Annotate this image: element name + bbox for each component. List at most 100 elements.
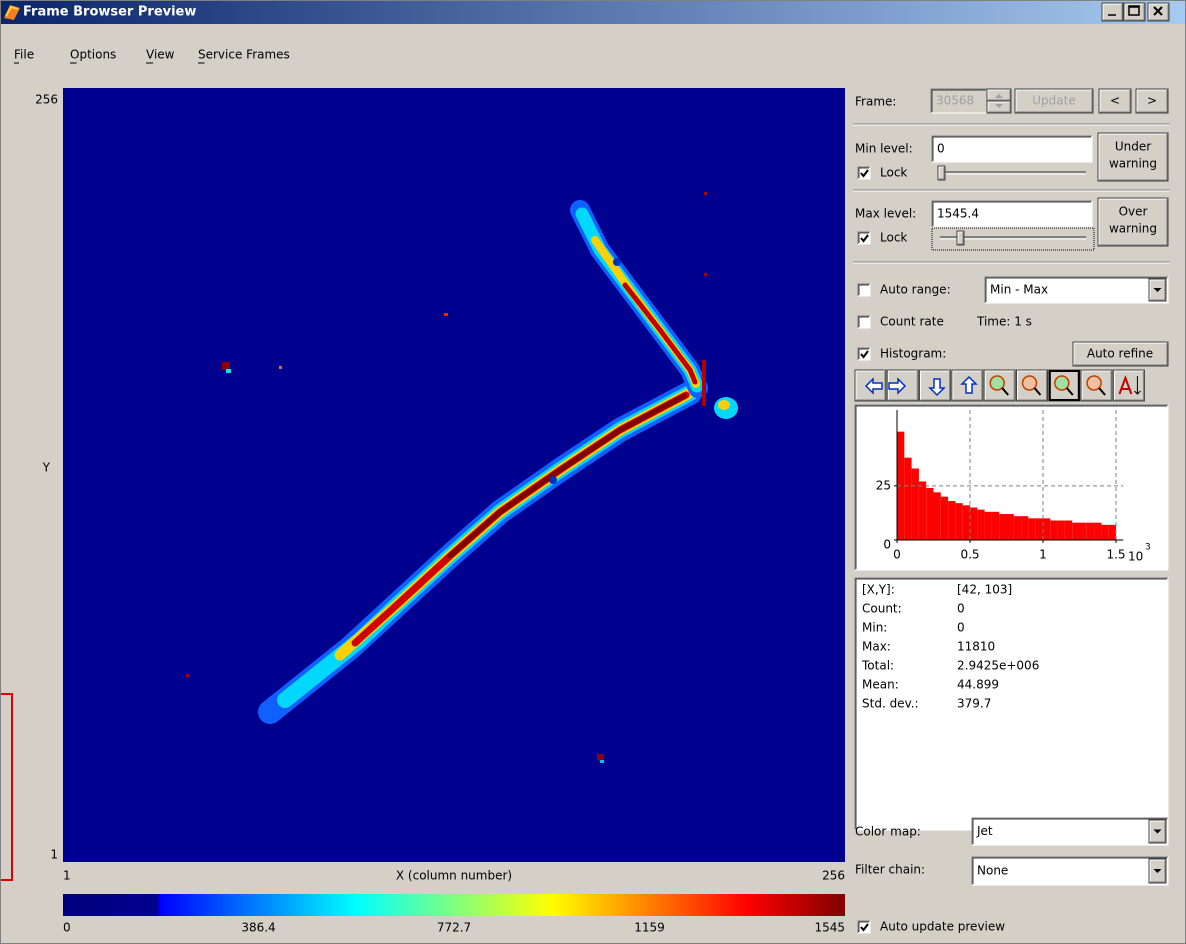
histogram-bar <box>912 469 919 541</box>
warning-label[interactable]: warning <box>1109 222 1157 236</box>
x-exponent-base: 10 <box>1128 550 1143 564</box>
menu-item[interactable]: Options <box>70 48 116 62</box>
colorbar-tick-label: 772.7 <box>437 921 471 935</box>
histogram-bar <box>1043 518 1050 540</box>
histogram-label[interactable]: Histogram: <box>880 347 946 361</box>
next-label[interactable]: > <box>1147 94 1157 108</box>
y-axis-min: 1 <box>50 848 58 862</box>
update-label[interactable]: Update <box>1032 94 1075 108</box>
menu-item[interactable]: View <box>146 48 175 62</box>
menu-item[interactable]: File <box>14 48 34 62</box>
x-exponent-power: 3 <box>1145 543 1151 553</box>
x-tick-label: 0.5 <box>960 548 979 562</box>
histogram-bar <box>1087 523 1094 540</box>
frame-label: Frame: <box>855 95 896 109</box>
body: Frame Browser Preview File Options View Ser… <box>0 0 1186 944</box>
min_level-value: 0 <box>937 142 945 156</box>
histogram-bar <box>1072 523 1079 540</box>
max_level-lock-checkbox[interactable] <box>858 232 870 244</box>
histogram-bar <box>977 510 984 540</box>
histogram-bar <box>992 512 999 540</box>
filter-chain-combo-value: None <box>977 864 1008 878</box>
histogram-bar <box>1028 518 1035 540</box>
colorbar-tick-label: 1159 <box>634 921 665 935</box>
warning-label[interactable]: Under <box>1115 140 1151 154</box>
y-axis-max: 256 <box>35 93 58 107</box>
histogram-bar <box>934 492 941 540</box>
level-label: Min level: <box>855 142 913 156</box>
histogram-bar <box>1050 521 1057 541</box>
minimize-button[interactable] <box>1102 3 1123 21</box>
count-time: Time: 1 s <box>976 315 1032 329</box>
warning-label[interactable]: Over <box>1119 205 1148 219</box>
lock-label[interactable]: Lock <box>880 231 907 245</box>
histogram-bar <box>948 501 955 540</box>
toolbar-icon <box>1023 376 1037 390</box>
count-rate-checkbox[interactable] <box>858 316 870 328</box>
window: Frame Browser Preview File Options View Ser… <box>0 0 1186 944</box>
stat-label: [X,Y]: <box>862 583 895 597</box>
x-tick-label: 0 <box>893 548 901 562</box>
max_level-value: 1545.4 <box>937 207 979 221</box>
histogram-bar <box>970 508 977 541</box>
toolbar-icon <box>1087 376 1101 390</box>
warning-label[interactable]: warning <box>1109 157 1157 171</box>
histogram-bar <box>999 514 1006 540</box>
stat-value: 2.9425e+006 <box>957 659 1039 673</box>
color-map-label: Color map: <box>855 825 921 839</box>
histogram-bar <box>1036 518 1043 540</box>
colorbar <box>63 894 845 916</box>
y-tick-label: 0 <box>883 538 891 552</box>
auto-update-label[interactable]: Auto update preview <box>880 920 1005 934</box>
histogram-bar <box>1021 516 1028 540</box>
stat-value: 0 <box>957 621 965 635</box>
level-label: Max level: <box>855 207 916 221</box>
stat-value: 44.899 <box>957 678 999 692</box>
histogram-bar <box>1065 521 1072 541</box>
histogram-bar <box>919 482 926 541</box>
min_level-input[interactable] <box>932 136 1092 162</box>
histogram-bar <box>1094 523 1101 540</box>
stat-value: 0 <box>957 602 965 616</box>
histogram-bar <box>1101 525 1108 540</box>
histogram-checkbox[interactable] <box>858 348 870 360</box>
y-axis-label: Y <box>42 461 51 475</box>
min_level-lock-checkbox[interactable] <box>858 167 870 179</box>
stat-label: Min: <box>862 621 887 635</box>
frame-value: 30568 <box>936 94 974 108</box>
colorbar-tick-label: 1545 <box>814 921 845 935</box>
histogram-bar <box>941 497 948 540</box>
window-title: Frame Browser Preview <box>23 5 196 20</box>
auto-update-checkbox[interactable] <box>858 921 870 933</box>
auto-refine-label[interactable]: Auto refine <box>1087 347 1153 361</box>
stat-label: Count: <box>862 602 902 616</box>
stat-value: 11810 <box>957 640 995 654</box>
lock-label[interactable]: Lock <box>880 166 907 180</box>
stat-label: Mean: <box>862 678 899 692</box>
histogram-bar <box>1007 514 1014 540</box>
histogram-bar <box>1014 516 1021 540</box>
histogram-bar <box>955 503 962 540</box>
stat-label: Total: <box>861 659 894 673</box>
color-map-combo-value: Jet <box>976 824 993 838</box>
menu-item[interactable]: Service Frames <box>198 48 290 62</box>
filter-chain-label: Filter chain: <box>855 863 925 877</box>
colorbar-tick-label: 0 <box>63 921 71 935</box>
histogram-bar <box>926 488 933 540</box>
color-map-combo[interactable] <box>972 818 1168 845</box>
x-axis-max: 256 <box>822 869 845 883</box>
histogram-bar <box>904 458 911 540</box>
prev-label[interactable]: < <box>1110 94 1120 108</box>
y-tick-label: 25 <box>876 478 891 492</box>
histogram-bar <box>1080 523 1087 540</box>
auto-range-label[interactable]: Auto range: <box>880 283 951 297</box>
auto-range-checkbox[interactable] <box>858 284 870 296</box>
x-axis-label: X (column number) <box>396 869 512 883</box>
x-tick-label: 1.5 <box>1106 548 1125 562</box>
x-axis-min: 1 <box>63 869 71 883</box>
toolbar-icon <box>1055 376 1069 390</box>
image-view <box>63 88 845 862</box>
count-rate-label[interactable]: Count rate <box>880 315 944 329</box>
stat-label: Max: <box>862 640 891 654</box>
toolbar-icon <box>990 376 1004 390</box>
